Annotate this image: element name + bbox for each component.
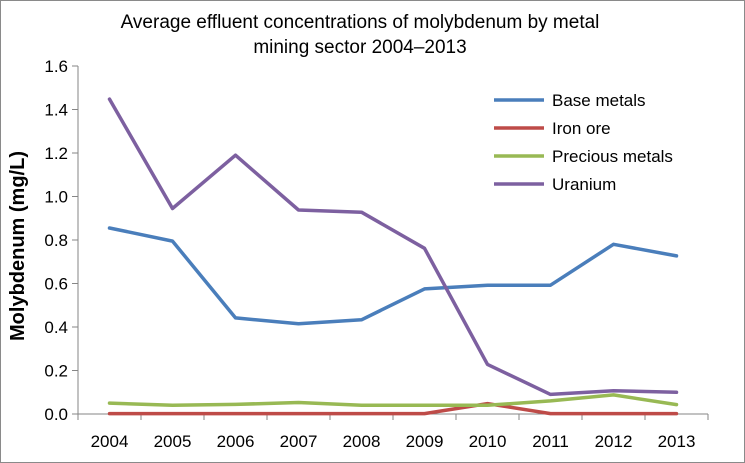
x-tick-label: 2004 xyxy=(91,432,129,451)
legend-label: Uranium xyxy=(552,175,616,194)
y-tick-label: 0.0 xyxy=(44,405,68,424)
y-tick-label: 1.2 xyxy=(44,144,68,163)
series-line-iron-ore xyxy=(107,401,679,416)
x-tick-label: 2006 xyxy=(217,432,255,451)
x-tick-label: 2010 xyxy=(469,432,507,451)
legend-label: Iron ore xyxy=(552,119,611,138)
chart-title-line-1: Average effluent concentrations of molyb… xyxy=(120,12,600,33)
series-line-uranium xyxy=(107,97,679,397)
y-tick-label: 1.4 xyxy=(44,101,68,120)
chart-title-line-2: mining sector 2004–2013 xyxy=(253,37,467,58)
x-tick-label: 2009 xyxy=(406,432,444,451)
y-tick-label: 0.6 xyxy=(44,275,68,294)
x-tick-label: 2007 xyxy=(280,432,318,451)
y-tick-label: 0.4 xyxy=(44,318,68,337)
x-tick-label: 2013 xyxy=(658,432,696,451)
y-tick-label: 0.2 xyxy=(44,362,68,381)
series-line-precious-metals xyxy=(107,393,679,408)
y-tick-label: 1.6 xyxy=(44,57,68,76)
series-line-base-metals xyxy=(107,226,679,326)
y-tick-label: 1.0 xyxy=(44,188,68,207)
x-tick-label: 2005 xyxy=(154,432,192,451)
x-tick-label: 2011 xyxy=(532,432,569,451)
y-axis-label: Molybdenum (mg/L) xyxy=(7,151,29,341)
legend-label: Precious metals xyxy=(552,147,673,166)
x-tick-label: 2012 xyxy=(595,432,633,451)
legend-label: Base metals xyxy=(552,91,646,110)
x-tick-label: 2008 xyxy=(343,432,381,451)
y-tick-label: 0.8 xyxy=(44,231,68,250)
